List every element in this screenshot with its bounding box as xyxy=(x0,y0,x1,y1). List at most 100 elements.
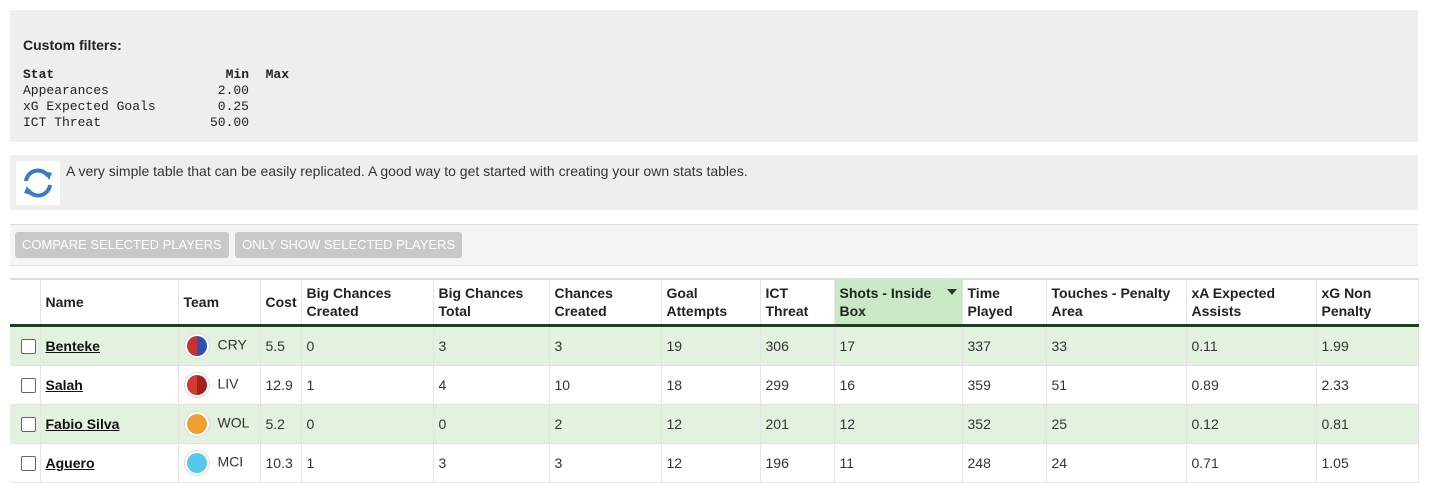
cell: 0 xyxy=(301,404,434,444)
filter-stat: xG Expected Goals xyxy=(23,99,156,114)
cell: Benteke xyxy=(40,325,179,366)
cell: 18 xyxy=(661,365,761,405)
column-header-text: Big Chances Total xyxy=(438,285,524,319)
cell-value: 12 xyxy=(666,455,683,471)
column-header[interactable]: Name xyxy=(40,279,179,327)
cell-value: 196 xyxy=(765,455,789,471)
column-header[interactable]: ICT Threat xyxy=(760,279,835,327)
cell: 306 xyxy=(760,325,835,366)
column-header[interactable]: Big Chances Created xyxy=(301,279,434,327)
cell: 1 xyxy=(301,365,434,405)
cell: 33 xyxy=(1046,325,1187,366)
filter-header: Min xyxy=(225,67,249,82)
filters-grid: Stat Min Max Appearances 2.00 xG Expected Goa… xyxy=(23,67,289,131)
cell: 17 xyxy=(834,325,963,366)
cell: Salah xyxy=(40,365,179,405)
cell-value: 0 xyxy=(306,338,315,354)
column-header-text: Goal Attempts xyxy=(666,285,728,319)
team-code: LIV xyxy=(217,375,239,392)
cell-value: 12.9 xyxy=(265,377,293,393)
stats-table: Name Team Cost Big Chances Created Big Chanc… xyxy=(10,278,1419,483)
cell-value: 299 xyxy=(765,377,789,393)
table-row: Fabio Silva WOL 5.2 0 0 2 12 201 12 352 25 0.12 0.81 xyxy=(10,404,1419,444)
team-code: WOL xyxy=(217,414,250,431)
cell-value: 5.2 xyxy=(265,416,285,432)
cell-value: 12 xyxy=(839,416,856,432)
column-header[interactable]: Big Chances Total xyxy=(433,279,550,327)
column-header-text: ICT Threat xyxy=(765,285,809,319)
cell: 0.11 xyxy=(1186,325,1317,366)
cell-value: 306 xyxy=(765,338,789,354)
row-checkbox[interactable] xyxy=(21,416,36,432)
cell-value: 3 xyxy=(438,338,447,354)
column-header[interactable]: xA Expected Assists xyxy=(1186,279,1317,327)
cell: Aguero xyxy=(40,443,179,483)
filters-panel: Custom filters: Stat Min Max Appearances 2.0… xyxy=(10,10,1418,142)
column-header-text: Touches - Penalty Area xyxy=(1051,285,1171,319)
cell-value: 10 xyxy=(554,377,571,393)
cell-value: 2 xyxy=(554,416,563,432)
cell: 352 xyxy=(962,404,1047,444)
player-name[interactable]: Salah xyxy=(45,377,83,393)
team-crest xyxy=(183,411,210,437)
cell-value: 1 xyxy=(306,377,315,393)
column-header-text: Big Chances Created xyxy=(306,285,392,319)
player-name[interactable]: Benteke xyxy=(45,338,100,354)
cell: 1.99 xyxy=(1316,325,1419,366)
table-row: Aguero MCI 10.3 1 3 3 12 196 11 248 24 0.71 1.05 xyxy=(10,443,1419,483)
filters-title: Custom filters: xyxy=(23,37,122,53)
cell: 51 xyxy=(1046,365,1187,405)
player-name[interactable]: Fabio Silva xyxy=(45,416,120,432)
team-code: MCI xyxy=(217,453,244,470)
cell-value: 352 xyxy=(967,416,991,432)
cell-value: 3 xyxy=(438,455,447,471)
column-header[interactable]: Chances Created xyxy=(549,279,662,327)
cell-value: 16 xyxy=(839,377,856,393)
cell: 299 xyxy=(760,365,835,405)
cell: 2 xyxy=(549,404,662,444)
cell: 3 xyxy=(433,325,550,366)
column-header[interactable]: Cost xyxy=(260,279,302,327)
cell-value: 18 xyxy=(666,377,683,393)
cell-value: 0 xyxy=(438,416,447,432)
description-text: A very simple table that can be easily r… xyxy=(66,163,748,179)
cell: 16 xyxy=(834,365,963,405)
cell-value: 201 xyxy=(765,416,789,432)
button[interactable]: ONLY SHOW SELECTED PLAYERS xyxy=(235,232,463,258)
cell: 5.5 xyxy=(260,325,302,366)
column-header[interactable]: Shots - Inside Box xyxy=(834,279,963,327)
cell: 4 xyxy=(433,365,550,405)
cell: Fabio Silva xyxy=(40,404,179,444)
row-checkbox[interactable] xyxy=(21,377,36,393)
cell: 24 xyxy=(1046,443,1187,483)
column-header-text: Team xyxy=(183,294,220,310)
cell-value: 3 xyxy=(554,338,563,354)
row-checkbox[interactable] xyxy=(21,338,36,354)
cell-value: 0.11 xyxy=(1191,338,1218,354)
column-header[interactable]: Time Played xyxy=(962,279,1047,327)
cell-value: 0.81 xyxy=(1321,416,1349,432)
player-name[interactable]: Aguero xyxy=(45,455,95,471)
column-header[interactable]: Team xyxy=(178,279,261,327)
row-checkbox[interactable] xyxy=(21,455,36,471)
cell: 12.9 xyxy=(260,365,302,405)
cell: 2.33 xyxy=(1316,365,1419,405)
column-header[interactable]: Goal Attempts xyxy=(661,279,761,327)
column-header[interactable]: xG Non Penalty xyxy=(1316,279,1419,327)
select-cell xyxy=(10,404,41,444)
cell-value: 0.12 xyxy=(1191,416,1219,432)
cell-value: 25 xyxy=(1051,416,1068,432)
column-header-text: Cost xyxy=(265,294,297,310)
column-header[interactable]: Touches - Penalty Area xyxy=(1046,279,1187,327)
cell-value: 337 xyxy=(967,338,991,354)
cell: 11 xyxy=(834,443,963,483)
select-cell xyxy=(10,325,41,366)
table-row: Benteke CRY 5.5 0 3 3 19 306 17 337 33 0.11 1.99 xyxy=(10,325,1419,366)
filter-min: 50.00 xyxy=(209,115,249,130)
select-cell xyxy=(10,443,41,483)
cell: 3 xyxy=(433,443,550,483)
filter-max xyxy=(249,99,289,115)
button[interactable]: COMPARE SELECTED PLAYERS xyxy=(15,232,229,258)
cell: 196 xyxy=(760,443,835,483)
cell-value: 359 xyxy=(967,377,991,393)
